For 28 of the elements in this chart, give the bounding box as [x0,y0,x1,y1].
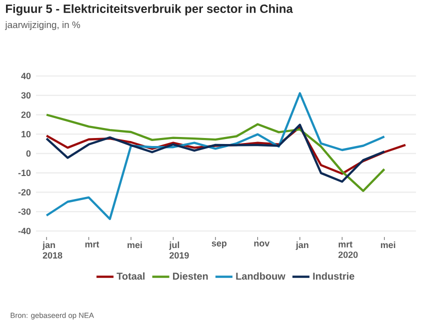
chart-title: Figuur 5 - Elektriciteitsverbruik per sector in China [6,4,293,16]
x-tick-label: mrt [85,242,100,248]
y-tick-label: -20 [18,189,31,196]
legend-label: Industrie [313,272,354,280]
line-series [45,124,386,183]
line-series [45,92,386,220]
x-tick-label: jan [296,242,308,250]
x-tick-label: jul 2019 [169,242,189,259]
y-tick-label: 30 [21,92,31,99]
legend-label: Totaal [116,272,144,280]
y-tick-label: -30 [18,208,31,215]
y-tick-label: 20 [21,112,31,118]
y-tick-label: -40 [18,228,31,234]
y-tick-label: 0 [26,150,31,157]
line-series [45,126,407,175]
legend-label: Diesten [173,272,208,280]
x-tick-label: nov [254,242,270,246]
x-tick-label: mrt 2020 [338,242,358,258]
legend-label: Landbouw [236,272,286,280]
y-tick-label: 10 [22,130,31,138]
chart-subtitle: jaarwijziging, in % [4,21,80,30]
x-tick-label: mei [380,242,396,248]
x-tick-label: sep [212,242,227,248]
line-series [45,114,386,192]
x-tick-label: jan 2018 [42,242,62,259]
y-tick-label: -10 [18,170,31,176]
x-tick-label: mei [128,242,142,248]
y-tick-label: 40 [21,72,31,80]
